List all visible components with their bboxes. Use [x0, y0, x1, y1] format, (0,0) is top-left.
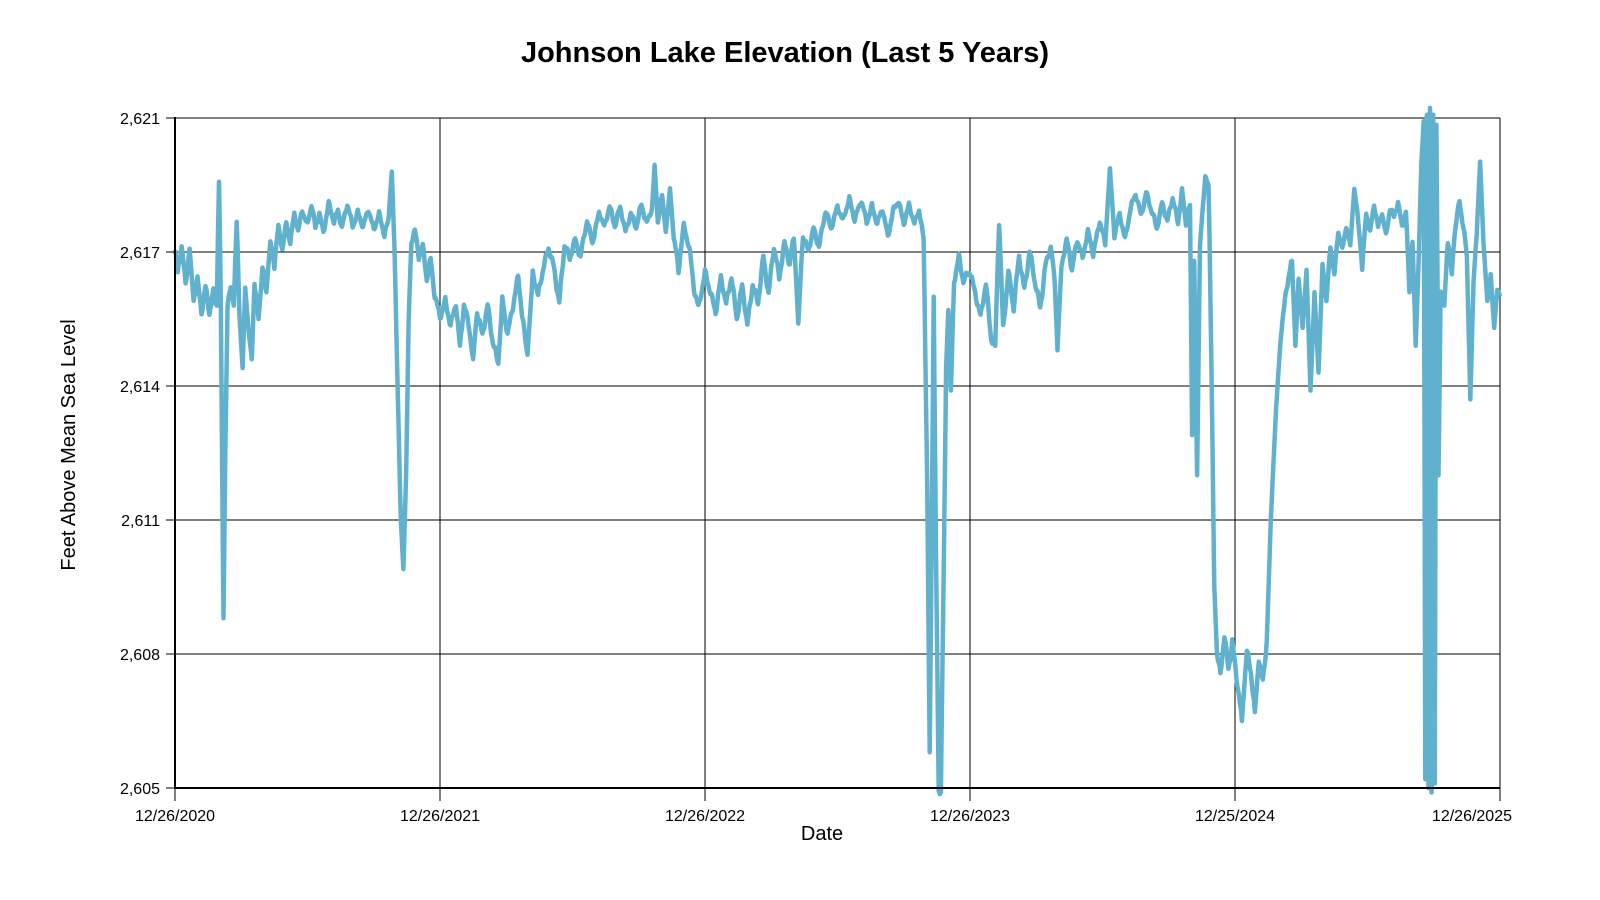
axes [174, 117, 1500, 789]
tick-marks [166, 117, 1501, 801]
x-tick-label: 12/26/2022 [665, 808, 745, 825]
x-tick-label: 12/26/2020 [135, 808, 215, 825]
y-tick-label: 2,605 [120, 781, 160, 798]
elevation-series-line [172, 105, 1503, 797]
y-tick-label: 2,611 [121, 513, 160, 530]
series-layer [172, 105, 1503, 797]
y-tick-label: 2,608 [120, 647, 160, 664]
y-tick-label: 2,621 [120, 111, 160, 128]
y-tick-labels: 2,605 2,608 2,611 2,614 2,617 2,621 [120, 111, 160, 798]
y-tick-label: 2,614 [120, 379, 160, 396]
y-axis-title: Feet Above Mean Sea Level [58, 319, 80, 570]
chart-title: Johnson Lake Elevation (Last 5 Years) [521, 37, 1049, 69]
x-axis-title: Date [801, 823, 843, 845]
x-tick-label: 12/25/2024 [1195, 808, 1275, 825]
x-tick-label: 12/26/2025 [1432, 808, 1512, 825]
x-tick-label: 12/26/2023 [930, 808, 1010, 825]
x-tick-labels: 12/26/2020 12/26/2021 12/26/2022 12/26/2023… [135, 808, 1512, 825]
y-tick-label: 2,617 [120, 245, 160, 262]
x-tick-label: 12/26/2021 [400, 808, 480, 825]
gridlines [175, 117, 1501, 789]
